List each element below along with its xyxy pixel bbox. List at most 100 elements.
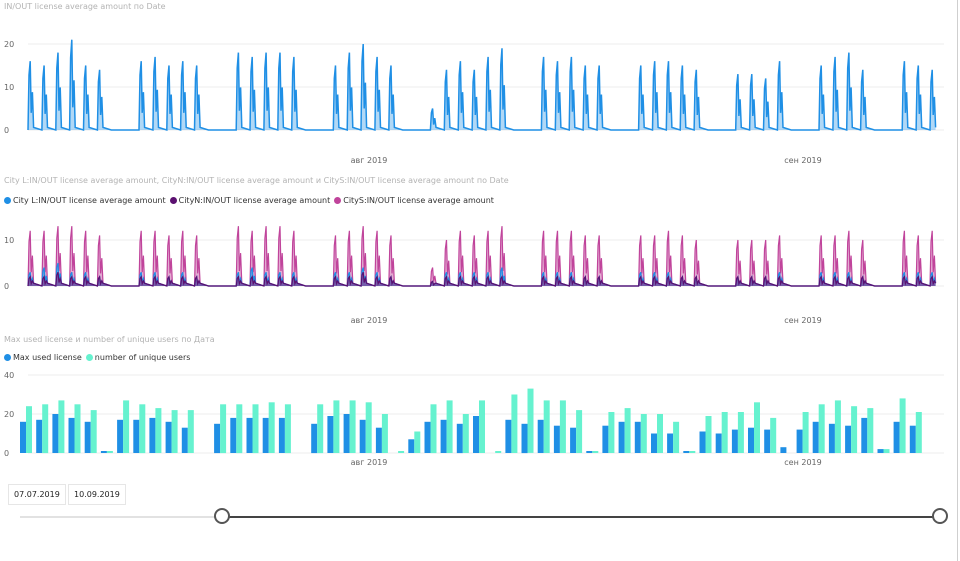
bar-max-used — [715, 433, 722, 453]
bar-max-used — [408, 439, 415, 453]
chart1-y-tick-label: 0 — [4, 126, 9, 135]
bar-max-used — [278, 417, 285, 453]
chart3-x-tick-label: сен 2019 — [784, 458, 821, 467]
bar-max-used — [68, 417, 75, 453]
chart2-y-tick-label: 10 — [4, 236, 14, 245]
bar-unique-users — [721, 412, 728, 453]
chart3-y-tick-label: 40 — [4, 371, 14, 380]
bar-unique-users — [543, 400, 550, 453]
bar-max-used — [537, 419, 544, 453]
bar-unique-users — [365, 402, 372, 453]
bar-max-used — [214, 423, 221, 454]
bar-unique-users — [58, 400, 65, 453]
bar-max-used — [521, 423, 528, 454]
date-slider-start-handle[interactable] — [214, 508, 231, 524]
chart1-line — [27, 39, 937, 132]
chart2-title: City L:IN/OUT license average amount, Ci… — [4, 176, 509, 185]
chart2-y-tick-label: 0 — [4, 282, 9, 291]
chart1-y-tick-label: 20 — [4, 40, 14, 49]
bar-max-used — [505, 419, 512, 453]
bar-unique-users — [689, 451, 696, 453]
bar-max-used — [262, 417, 269, 453]
bar-unique-users — [252, 404, 259, 454]
bar-max-used — [165, 421, 172, 453]
bar-max-used — [117, 419, 124, 453]
bar-unique-users — [187, 410, 194, 453]
bar-unique-users — [284, 404, 291, 454]
chart3-y-tick-label: 0 — [4, 449, 9, 458]
bar-max-used — [570, 427, 577, 453]
chart1-plot[interactable]: 20 10 0 авг 2019 сен 2019 — [0, 0, 960, 170]
bar-unique-users — [834, 400, 841, 453]
bar-unique-users — [624, 408, 631, 453]
date-slider-range — [222, 516, 940, 518]
legend-dot-icon — [334, 197, 342, 204]
chart1-title: IN/OUT license average amount по Date — [4, 2, 166, 11]
legend-item-city-s[interactable]: CityS:IN/OUT license average amount — [334, 196, 494, 205]
bar-max-used — [375, 427, 382, 453]
legend-dot-icon — [4, 197, 11, 204]
bar-unique-users — [317, 404, 324, 454]
bar-max-used — [327, 416, 334, 453]
legend-item-unique-users[interactable]: number of unique users — [85, 353, 190, 362]
bar-max-used — [586, 451, 593, 453]
page-border — [957, 0, 958, 561]
bar-unique-users — [867, 408, 874, 453]
legend-dot-icon — [4, 354, 11, 361]
bar-max-used — [602, 425, 609, 453]
bar-max-used — [359, 419, 366, 453]
chart2-plot[interactable]: 10 0 авг 2019 сен 2019 — [0, 210, 960, 330]
bar-max-used — [456, 423, 463, 454]
bar-max-used — [553, 425, 560, 453]
bar-max-used — [84, 421, 91, 453]
bar-unique-users — [26, 406, 32, 453]
bar-max-used — [424, 421, 431, 453]
bar-unique-users — [123, 400, 130, 453]
bar-max-used — [764, 429, 771, 453]
bar-max-used — [731, 429, 738, 453]
legend-item-city-n[interactable]: CityN:IN/OUT license average amount — [169, 196, 330, 205]
bar-max-used — [20, 421, 26, 453]
bar-unique-users — [705, 416, 712, 453]
bar-unique-users — [220, 404, 227, 454]
bar-unique-users — [770, 417, 777, 453]
bar-max-used — [181, 427, 188, 453]
legend-item-city-l[interactable]: City L:IN/OUT license average amount — [4, 196, 166, 205]
chart2-area-2 — [28, 226, 936, 286]
bar-unique-users — [899, 398, 906, 453]
chart3-y-tick-label: 20 — [4, 410, 14, 419]
bar-max-used — [440, 419, 447, 453]
end-date-input[interactable]: 10.09.2019 — [68, 484, 126, 505]
bar-unique-users — [171, 410, 178, 453]
bar-unique-users — [268, 402, 275, 453]
bar-unique-users — [657, 414, 663, 453]
bar-unique-users — [559, 400, 566, 453]
bar-unique-users — [511, 394, 518, 453]
legend-dot-icon — [85, 354, 93, 361]
bar-max-used — [149, 417, 156, 453]
chart3-plot[interactable]: 40 20 0 авг 2019 сен 2019 — [0, 365, 960, 470]
bar-unique-users — [42, 404, 49, 454]
bar-max-used — [861, 417, 868, 453]
chart2-line-2 — [27, 226, 937, 287]
bar-max-used — [683, 451, 690, 453]
date-slider-end-handle[interactable] — [932, 508, 948, 524]
bar-unique-users — [462, 414, 469, 453]
bar-unique-users — [430, 404, 437, 454]
chart2-line-1 — [27, 271, 937, 287]
bar-max-used — [133, 419, 140, 453]
chart2-area-1 — [28, 272, 936, 286]
bar-max-used — [230, 417, 237, 453]
bar-unique-users — [398, 451, 405, 453]
legend-item-max-used[interactable]: Max used license — [4, 353, 82, 362]
start-date-input[interactable]: 07.07.2019 — [8, 484, 66, 505]
bar-unique-users — [414, 431, 421, 453]
bar-unique-users — [915, 412, 922, 453]
bar-unique-users — [479, 400, 485, 453]
bar-max-used — [343, 414, 350, 453]
chart3-title: Max used license и number of unique user… — [4, 335, 215, 344]
chart2-legend: City L:IN/OUT license average amount Cit… — [4, 196, 498, 205]
bar-max-used — [52, 414, 59, 453]
bar-max-used — [246, 417, 253, 453]
bar-unique-users — [883, 449, 890, 453]
